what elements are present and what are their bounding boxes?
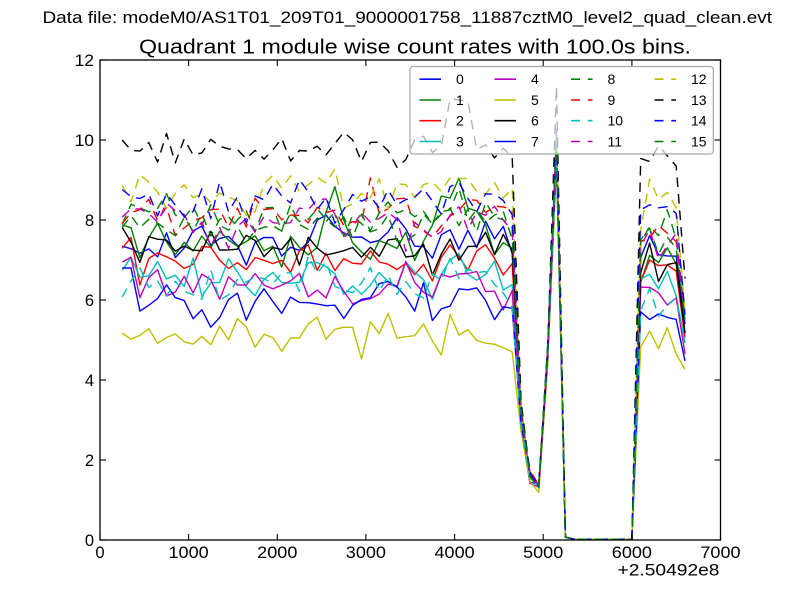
svg-text:9: 9 <box>608 92 616 108</box>
svg-text:2000: 2000 <box>257 544 297 562</box>
svg-text:8: 8 <box>85 212 94 230</box>
svg-text:13: 13 <box>691 92 707 108</box>
svg-text:Data file: modeM0/AS1T01_209T0: Data file: modeM0/AS1T01_209T01_90000017… <box>43 8 773 27</box>
svg-text:11: 11 <box>608 133 623 149</box>
svg-text:10: 10 <box>608 113 624 129</box>
svg-text:15: 15 <box>691 133 707 149</box>
svg-text:12: 12 <box>75 52 94 70</box>
svg-text:12: 12 <box>691 71 707 87</box>
svg-text:8: 8 <box>608 71 616 87</box>
svg-text:2: 2 <box>456 113 464 129</box>
svg-text:+2.50492e8: +2.50492e8 <box>618 562 720 580</box>
svg-text:3000: 3000 <box>346 544 386 562</box>
svg-text:6: 6 <box>531 113 539 129</box>
svg-text:1: 1 <box>456 92 464 108</box>
svg-text:7: 7 <box>531 133 539 149</box>
svg-text:1000: 1000 <box>169 544 209 562</box>
svg-text:5: 5 <box>531 92 539 108</box>
svg-text:0: 0 <box>95 544 104 562</box>
svg-text:5000: 5000 <box>523 544 563 562</box>
svg-text:10: 10 <box>75 132 94 150</box>
svg-text:2: 2 <box>85 452 94 470</box>
svg-text:0: 0 <box>456 71 464 87</box>
svg-text:4: 4 <box>85 372 94 390</box>
svg-text:7000: 7000 <box>700 544 740 562</box>
svg-text:6: 6 <box>85 292 94 310</box>
svg-text:3: 3 <box>456 133 464 149</box>
svg-text:4: 4 <box>531 71 539 87</box>
svg-text:14: 14 <box>691 113 707 129</box>
svg-text:0: 0 <box>85 532 94 550</box>
svg-text:4000: 4000 <box>435 544 475 562</box>
svg-text:Quadrant 1 module wise count r: Quadrant 1 module wise count rates with … <box>139 37 691 59</box>
svg-text:6000: 6000 <box>612 544 652 562</box>
